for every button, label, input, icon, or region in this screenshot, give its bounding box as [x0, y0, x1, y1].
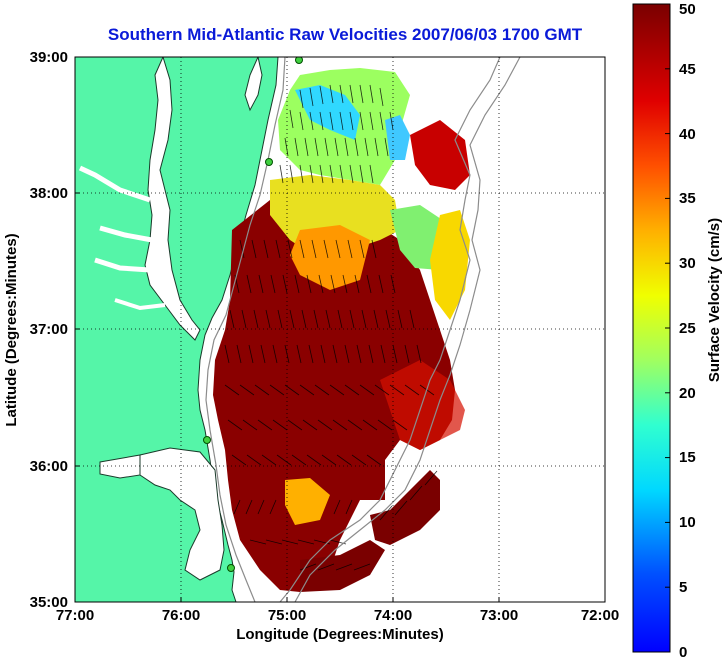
albemarle-sound — [99, 454, 141, 479]
velocity-patch-east-red — [410, 120, 470, 190]
colorbar-tick-label: 40 — [679, 126, 696, 143]
x-tick-label: 72:00 — [581, 607, 619, 624]
station-markers — [203, 57, 303, 572]
tick-marks — [75, 192, 500, 602]
colorbar-tick-labels: 0 5 10 15 20 25 30 35 40 45 50 — [679, 1, 696, 659]
y-tick-label: 39:00 — [30, 49, 68, 66]
velocity-patch-cyan-2 — [385, 115, 410, 160]
x-tick-label: 74:00 — [374, 607, 412, 624]
colorbar-tick-label: 50 — [679, 1, 696, 18]
chesapeake-bay — [144, 57, 201, 341]
velocity-patch-sw-tail — [300, 540, 385, 592]
colorbar-tick-label: 30 — [679, 255, 696, 272]
colorbar-tick-label: 45 — [679, 61, 696, 78]
colorbar-tick-label: 35 — [679, 190, 696, 207]
velocity-field — [213, 68, 470, 592]
x-tick-label: 77:00 — [56, 607, 94, 624]
river-4 — [114, 298, 166, 311]
colorbar-label: Surface Velocity (cm/s) — [706, 218, 723, 382]
arrow-cluster-middle — [224, 239, 422, 364]
velocity-patch-red — [380, 360, 465, 450]
x-tick-label: 75:00 — [268, 607, 306, 624]
colorbar — [632, 3, 671, 653]
y-tick-label: 38:00 — [30, 185, 68, 202]
x-tick-label: 76:00 — [162, 607, 200, 624]
station-marker — [295, 57, 303, 64]
y-tick-label: 35:00 — [30, 594, 68, 611]
grid-lines — [75, 57, 605, 602]
y-axis-label: Latitude (Degrees:Minutes) — [3, 233, 20, 426]
contour-shelf-2 — [294, 57, 521, 602]
y-tick-label: 36:00 — [30, 458, 68, 475]
station-marker — [227, 564, 235, 572]
velocity-patch-south-yellow — [285, 478, 330, 525]
colorbar-tick-label: 25 — [679, 320, 696, 337]
delaware-bay — [244, 57, 263, 112]
map-layer — [75, 57, 605, 602]
x-tick-label: 73:00 — [480, 607, 518, 624]
colorbar-ticks — [665, 3, 670, 653]
colorbar-tick-label: 20 — [679, 385, 696, 402]
velocity-arrows — [224, 84, 438, 571]
x-axis-label: Longitude (Degrees:Minutes) — [236, 626, 444, 643]
colorbar-tick-label: 5 — [679, 579, 687, 596]
y-tick-label: 37:00 — [30, 321, 68, 338]
velocity-patch-dark — [213, 200, 455, 592]
contour-shelf-1 — [279, 57, 501, 602]
river-1 — [78, 165, 151, 203]
arrow-cluster-north — [279, 84, 394, 184]
river-3 — [94, 257, 151, 273]
river-2 — [99, 225, 153, 243]
pamlico-sound — [139, 447, 225, 581]
colorbar-tick-label: 15 — [679, 449, 696, 466]
station-marker — [265, 158, 273, 166]
colorbar-tick-label: 0 — [679, 644, 687, 659]
velocity-patch-east-yellow — [430, 210, 470, 320]
colorbar-tick-label: 10 — [679, 514, 696, 531]
arrow-cluster-south — [224, 384, 438, 571]
velocity-patch-orange — [290, 225, 370, 290]
station-marker — [203, 436, 211, 444]
velocity-patch-cyan — [295, 85, 360, 140]
figure-title: Southern Mid-Atlantic Raw Velocities 200… — [108, 25, 583, 44]
velocity-patch-sw-dark — [370, 470, 440, 545]
